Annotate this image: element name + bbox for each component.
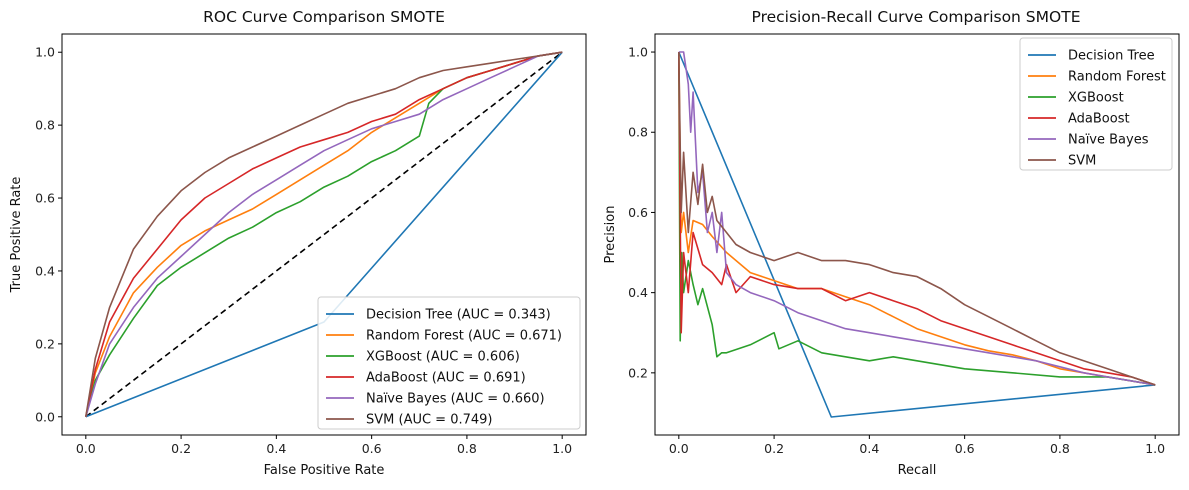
roc-x-tick-label: 0.4 (266, 441, 286, 456)
roc-legend-label-5: Naïve Bayes (AUC = 0.660) (366, 392, 545, 407)
roc-x-tick-label: 0.0 (76, 441, 96, 456)
pr-series-line-3 (677, 51, 1156, 386)
pr-series-line-1 (678, 51, 1156, 418)
pr-legend-box (1019, 37, 1173, 171)
roc-x-axis-label: False Positive Rate (264, 463, 385, 478)
pr-legend-label-4: AdaBoost (1068, 112, 1130, 127)
roc-title: ROC Curve Comparison SMOTE (203, 8, 445, 26)
roc-axes-frame (61, 33, 587, 436)
roc-y-tick-label: 0.0 (35, 409, 55, 424)
pr-series-line-5 (678, 51, 1156, 386)
roc-legend-label-3: XGBoost (AUC = 0.606) (366, 350, 520, 365)
pr-x-tick-label: 1.0 (1145, 441, 1165, 456)
pr-x-tick-label: 0.0 (669, 441, 689, 456)
pr-series-line-2 (678, 51, 1156, 386)
roc-y-tick-label: 0.4 (35, 263, 55, 278)
roc-legend: Decision Tree (AUC = 0.343) Random Forest… (317, 296, 581, 430)
roc-legend-label-4: AdaBoost (AUC = 0.691) (366, 371, 526, 386)
pr-x-tick-label: 0.8 (1050, 441, 1070, 456)
roc-chart: ROC Curve Comparison SMOTE 0.0 0.2 0.4 0.6 0… (9, 8, 587, 478)
pr-y-axis-label: Precision (603, 205, 618, 263)
pr-y-tick-label: 1.0 (628, 45, 648, 60)
pr-legend-label-1: Decision Tree (1068, 49, 1155, 64)
roc-y-tick-label: 0.2 (35, 336, 55, 351)
roc-x-tick-label: 0.2 (171, 441, 191, 456)
roc-y-tick-label: 0.8 (35, 118, 55, 133)
pr-axes-frame (654, 33, 1180, 436)
pr-series-line-4 (678, 51, 1156, 386)
roc-x-tick-label: 0.8 (457, 441, 477, 456)
pr-legend-label-2: Random Forest (1068, 70, 1166, 85)
roc-legend-box (317, 296, 581, 430)
roc-legend-label-1: Decision Tree (AUC = 0.343) (366, 308, 551, 323)
pr-title: Precision-Recall Curve Comparison SMOTE (752, 8, 1081, 26)
pr-x-axis-label: Recall (898, 463, 937, 478)
pr-legend-label-6: SVM (1068, 154, 1096, 169)
pr-legend-label-3: XGBoost (1068, 91, 1124, 106)
roc-series-line-4 (85, 51, 563, 417)
roc-y-axis-label: True Positive Rate (9, 177, 24, 294)
pr-y-tick-label: 0.2 (628, 365, 648, 380)
roc-y-tick-label: 1.0 (35, 45, 55, 60)
pr-legend-label-5: Naïve Bayes (1068, 133, 1149, 148)
pr-legend: Decision Tree Random Forest XGBoost AdaBoos… (1019, 37, 1173, 171)
pr-x-tick-label: 0.6 (955, 441, 975, 456)
roc-y-tick-label: 0.6 (35, 191, 55, 206)
pr-y-tick-label: 0.4 (628, 285, 648, 300)
roc-x-tick-label: 0.6 (362, 441, 382, 456)
pr-x-tick-label: 0.4 (859, 441, 879, 456)
roc-legend-label-6: SVM (AUC = 0.749) (366, 413, 493, 428)
pr-y-tick-label: 0.6 (628, 205, 648, 220)
pr-chart: Precision-Recall Curve Comparison SMOTE … (603, 8, 1180, 478)
roc-series-line-6 (85, 51, 563, 417)
pr-series-line-6 (678, 51, 1156, 386)
roc-legend-label-2: Random Forest (AUC = 0.671) (366, 329, 562, 344)
pr-x-tick-label: 0.2 (764, 441, 784, 456)
pr-y-tick-label: 0.8 (628, 125, 648, 140)
roc-x-tick-label: 1.0 (552, 441, 572, 456)
roc-series-line-5 (85, 51, 563, 418)
